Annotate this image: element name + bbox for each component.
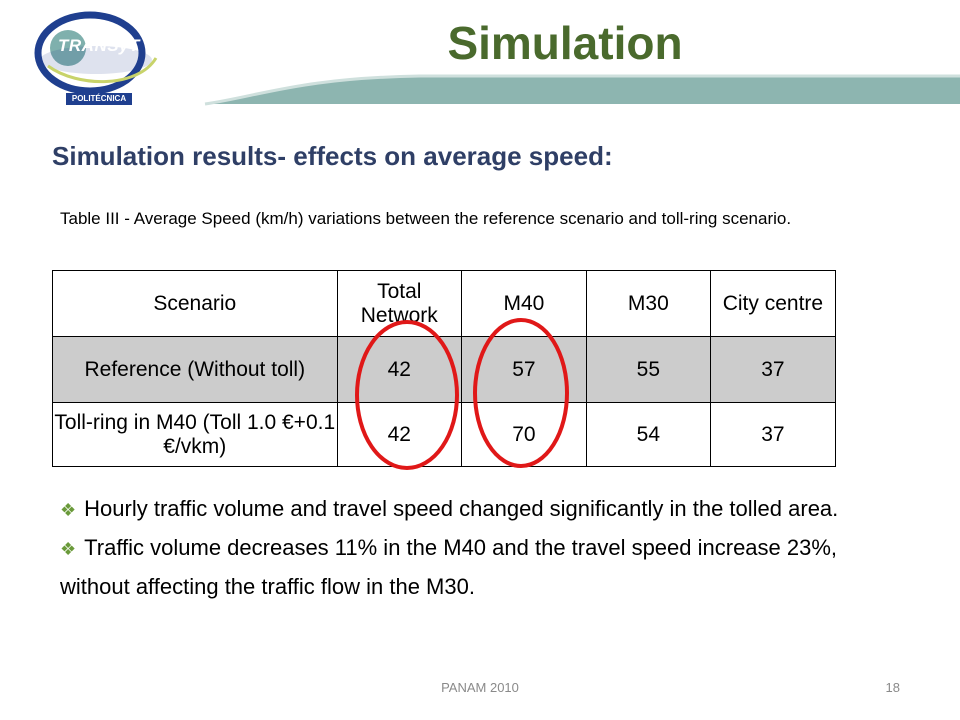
bullet-item: ❖ Traffic volume decreases 11% in the M40… — [60, 529, 880, 606]
table-header-row: Scenario Total Network M40 M30 City cent… — [52, 270, 837, 337]
value-cell: 37 — [709, 336, 837, 403]
table-row: Toll-ring in M40 (Toll 1.0 €+0.1 €/vkm) … — [52, 402, 837, 467]
bullet-item: ❖ Hourly traffic volume and travel speed … — [60, 490, 880, 529]
value-cell: 42 — [336, 402, 462, 467]
header-cell: Scenario — [52, 270, 338, 337]
header-band — [204, 74, 960, 106]
diamond-bullet-icon: ❖ — [60, 500, 77, 520]
value-cell: 57 — [460, 336, 587, 403]
logo-subtext: POLITÉCNICA — [66, 93, 132, 105]
value-cell: 37 — [709, 402, 837, 467]
header-cell: Total Network — [336, 270, 462, 337]
value-cell: 55 — [585, 336, 711, 403]
value-cell: 42 — [336, 336, 462, 403]
bullet-text: Hourly traffic volume and travel speed c… — [84, 496, 839, 521]
footer-label: PANAM 2010 — [441, 680, 519, 695]
diamond-bullet-icon: ❖ — [60, 539, 77, 559]
bullet-list: ❖ Hourly traffic volume and travel speed … — [60, 490, 880, 606]
table-row: Reference (Without toll) 42 57 55 37 — [52, 336, 837, 403]
page-title: Simulation — [447, 17, 683, 69]
header-cell: City centre — [709, 270, 837, 337]
value-cell: 54 — [585, 402, 711, 467]
header-cell: M30 — [585, 270, 711, 337]
page-number: 18 — [885, 680, 900, 695]
bullet-text: Traffic volume decreases 11% in the M40 … — [60, 535, 838, 599]
scenario-cell: Reference (Without toll) — [52, 336, 338, 403]
value-cell: 70 — [460, 402, 587, 467]
logo-text: TRANSyT — [58, 36, 140, 55]
table-caption: Table III - Average Speed (km/h) variati… — [60, 209, 792, 228]
header-cell: M40 — [460, 270, 587, 337]
speed-table: Scenario Total Network M40 M30 City cent… — [52, 270, 837, 467]
scenario-cell: Toll-ring in M40 (Toll 1.0 €+0.1 €/vkm) — [52, 402, 338, 467]
section-subtitle: Simulation results- effects on average s… — [52, 141, 613, 171]
transyt-logo — [28, 8, 178, 108]
